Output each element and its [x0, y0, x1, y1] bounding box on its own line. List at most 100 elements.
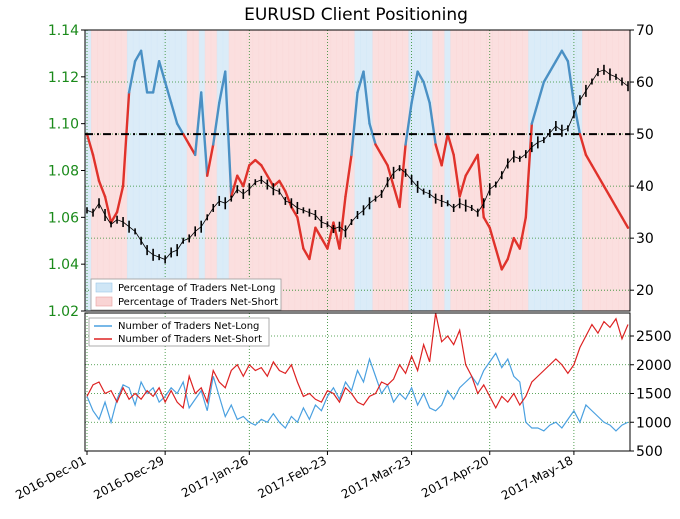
band-net-long: [85, 30, 92, 311]
y-left-tick-label: 1.08: [48, 164, 79, 180]
bottom-panel: 500 1000 1500 2000 2500 Number of Traders Ne…: [84, 312, 672, 460]
band-net-long: [444, 30, 451, 311]
band-net-long: [540, 30, 547, 311]
band-net-short: [234, 30, 242, 311]
pct-line-segment: [338, 195, 347, 250]
y-right-tick-label: 70: [636, 23, 654, 39]
pct-line-segment: [386, 164, 395, 188]
pct-line-segment: [482, 216, 491, 229]
band-net-long: [150, 30, 158, 311]
pct-line-segment: [500, 257, 509, 271]
pct-line-segment: [200, 91, 209, 177]
band-net-short: [258, 30, 266, 311]
pct-line-segment: [115, 184, 125, 214]
band-net-short: [486, 30, 493, 311]
band-net-short: [192, 30, 200, 311]
pct-line-segment: [97, 179, 107, 198]
band-net-short: [504, 30, 511, 311]
pct-line-segment: [392, 184, 401, 209]
pct-line-segment: [157, 60, 167, 84]
pct-line-segment: [350, 91, 359, 157]
legend-label-net-short: Percentage of Traders Net-Short: [118, 297, 278, 308]
pct-line-segment: [422, 80, 431, 105]
band-net-short: [510, 30, 517, 311]
band-net-short: [288, 30, 296, 311]
pct-line-segment: [127, 60, 137, 94]
band-net-long: [426, 30, 433, 311]
pct-line-segment: [278, 179, 287, 193]
bottom-frame: [84, 312, 631, 452]
pct-line-segment: [206, 143, 215, 177]
band-net-short: [108, 30, 116, 311]
x-tick-label: 2017-Feb-23: [255, 453, 328, 501]
legend-label-count-short: Number of Traders Net-Short: [118, 334, 262, 345]
pct-line-segment: [121, 91, 131, 188]
band-net-short: [246, 30, 254, 311]
band-net-long: [534, 30, 541, 311]
band-net-long: [558, 30, 565, 311]
pct-line-segment: [236, 174, 245, 188]
pct-line-segment: [356, 70, 365, 94]
pct-line-segment: [109, 210, 119, 224]
band-net-short: [600, 30, 607, 311]
pct-line-segment: [566, 60, 576, 105]
pct-line-segment: [133, 49, 143, 63]
band-net-long: [360, 30, 367, 311]
pct-line-segment: [224, 70, 233, 198]
band-net-long: [168, 30, 176, 311]
pct-line-segment: [548, 60, 558, 73]
pct-line-segment: [542, 70, 552, 84]
pct-line-segment: [620, 216, 630, 229]
pct-line-segment: [458, 174, 467, 198]
pct-line-segment: [230, 174, 239, 198]
pct-line-segment: [476, 153, 485, 219]
pct-line-segment: [434, 143, 443, 167]
pct-line-segment: [590, 164, 600, 177]
band-net-short: [498, 30, 505, 311]
pct-line-segment: [440, 132, 449, 167]
band-net-long: [222, 30, 230, 311]
band-net-long: [408, 30, 415, 311]
y-right-tick-label: 50: [636, 127, 654, 143]
band-net-short: [438, 30, 445, 311]
pct-line-segment: [91, 153, 101, 183]
pct-line-segment: [428, 101, 437, 146]
band-net-short: [348, 30, 356, 311]
pct-line-segment: [163, 80, 173, 105]
band-net-long: [156, 30, 164, 311]
band-net-long: [132, 30, 140, 311]
y-left-tick-label: 1.12: [48, 70, 79, 86]
band-net-long: [138, 30, 146, 311]
top-legend: Percentage of Traders Net-Long Percentag…: [90, 278, 282, 311]
band-net-long: [180, 30, 188, 311]
count-net-long-line: [86, 352, 629, 432]
pct-line-segment: [332, 221, 341, 250]
band-net-short: [588, 30, 595, 311]
pct-line-segment: [181, 132, 191, 146]
band-net-short: [378, 30, 385, 311]
band-net-short: [480, 30, 487, 311]
band-net-short: [306, 30, 314, 311]
pct-line-segment: [85, 132, 95, 157]
y-bottom-tick-label: 2500: [636, 329, 672, 345]
band-net-short: [372, 30, 379, 311]
band-net-long: [198, 30, 206, 311]
band-net-short: [462, 30, 469, 311]
pct-line-segment: [248, 158, 257, 167]
y-right-tick-label: 60: [636, 75, 654, 91]
band-net-long: [546, 30, 553, 311]
band-net-short: [324, 30, 332, 311]
band-net-short: [264, 30, 272, 311]
pct-line-segment: [614, 205, 624, 219]
band-net-short: [90, 30, 98, 311]
band-net-short: [612, 30, 619, 311]
pct-line-segment: [320, 236, 329, 250]
band-net-short: [114, 30, 122, 311]
band-net-long: [414, 30, 421, 311]
pct-line-segment: [518, 216, 528, 250]
band-net-long: [576, 30, 583, 311]
band-net-short: [468, 30, 475, 311]
pct-line-segment: [602, 184, 612, 198]
pct-line-segment: [175, 122, 185, 136]
